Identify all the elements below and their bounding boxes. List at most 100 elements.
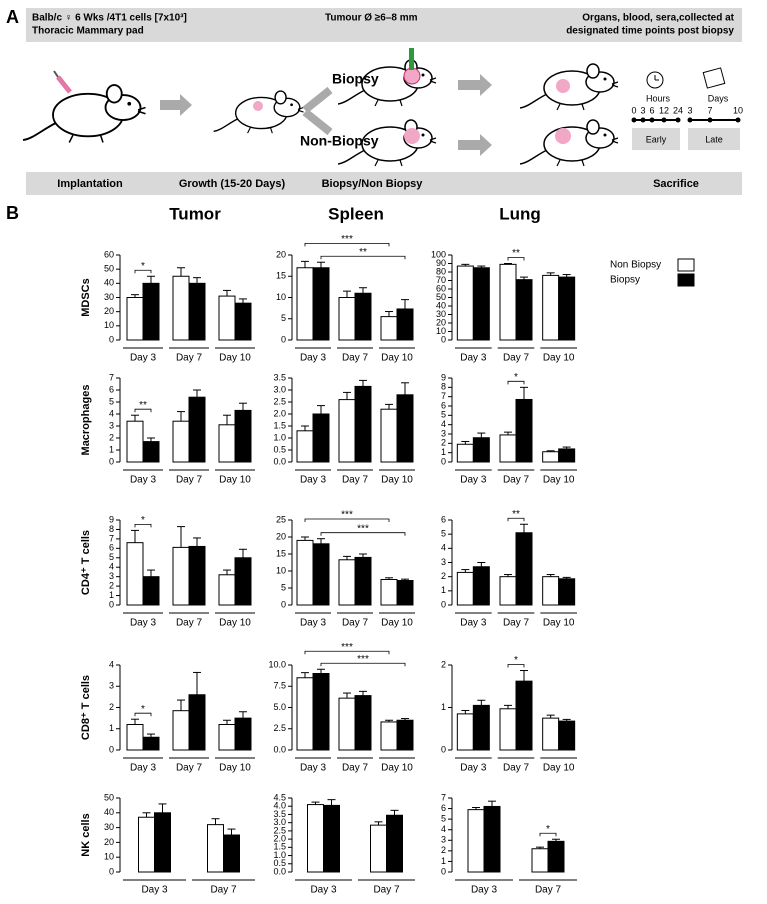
timeline-dot [707,117,713,123]
bar [370,824,387,873]
tumor-spot [404,128,420,144]
mouse-icon [21,83,147,144]
significance-label: * [546,824,550,835]
bar [218,574,236,606]
header-text: Thoracic Mammary pad [32,26,144,37]
y-tick-label: 3 [109,681,114,691]
x-tick-label: Day 7 [342,763,369,774]
bar [380,408,398,463]
y-tick-label: 5 [441,410,446,420]
y-axis-label: MDSCs [80,278,92,317]
bar [126,542,144,606]
y-tick-label: 3.5 [273,809,286,819]
x-tick-label: Day 7 [342,618,369,629]
y-tick-label: 5 [441,529,446,539]
y-tick-label: 5 [281,582,286,592]
y-tick-label: 7 [109,533,114,543]
bar [558,448,576,463]
bar [188,545,206,606]
y-tick-label: 2 [109,580,114,590]
y-tick-label: 100 [431,249,446,259]
y-tick-label: 0 [109,744,114,754]
y-tick-label: 5.0 [273,702,286,712]
significance-label: * [514,372,518,383]
bar [188,694,206,751]
stage-label: Biopsy/Non Biopsy [322,178,424,190]
significance-label: *** [357,654,369,665]
x-tick-label: Day 3 [310,885,337,896]
x-tick-label: Day 10 [219,475,251,486]
x-tick-label: Day 7 [176,763,203,774]
bar [338,297,356,341]
y-tick-label: 40 [104,807,114,817]
significance-bracket [320,662,406,667]
y-tick-label: 7 [441,792,446,802]
timeline-tick: 12 [659,105,669,115]
y-tick-label: 10 [104,320,114,330]
bar [142,576,160,606]
bar [234,557,252,606]
arrow [160,94,192,116]
header-bar [26,8,742,42]
y-tick-label: 0 [441,744,446,754]
x-tick-label: Day 7 [503,353,530,364]
mouse-icon [520,119,619,167]
y-tick-label: 10 [276,292,286,302]
y-tick-label: 2 [109,432,114,442]
bar [456,443,474,463]
x-tick-label: Day 3 [300,475,327,486]
bar [312,543,330,606]
y-tick-label: 30 [104,822,114,832]
y-tick-label: 0.0 [273,456,286,466]
bar [142,282,160,341]
y-tick-label: 1 [441,585,446,595]
y-tick-label: 3.0 [273,817,286,827]
significance-bracket [134,523,152,528]
header-text: designated time points post biopsy [566,26,734,37]
y-tick-label: 3.5 [273,372,286,382]
arrow [458,134,492,156]
bar [296,430,314,463]
x-tick-label: Day 3 [300,618,327,629]
timeline-tick: 7 [707,105,712,115]
bar [396,394,414,463]
bar [126,724,144,751]
y-tick-label: 8 [109,524,114,534]
x-tick-label: Day 10 [543,353,575,364]
y-tick-label: 7 [109,372,114,382]
fork-arrow [302,86,333,136]
timeline-dot [675,117,681,123]
timeline-title: Days [708,93,729,103]
timeline-dot [735,117,741,123]
y-tick-label: 2 [109,702,114,712]
syringe-needle [53,70,59,78]
y-tick-label: 9 [109,514,114,524]
stage-label: Implantation [57,178,123,190]
y-tick-label: 6 [441,514,446,524]
x-tick-label: Day 10 [381,353,413,364]
panel-label: B [6,203,19,223]
bar [542,576,560,606]
y-tick-label: 2 [441,438,446,448]
y-axis-label: NK cells [80,813,92,856]
y-tick-label: 40 [436,300,446,310]
y-axis-label: CD4⁺ T cells [80,530,92,595]
bar [472,704,490,751]
significance-bracket [134,408,152,413]
y-tick-label: 20 [276,531,286,541]
header-text: Balb/c ♀ 6 Wks /4T1 cells [7x10³] [32,13,187,24]
timeline-title: Hours [646,93,671,103]
y-tick-label: 4.0 [273,801,286,811]
y-tick-label: 0.5 [273,858,286,868]
y-tick-label: 3.0 [273,384,286,394]
bar [396,580,414,606]
y-tick-label: 40 [104,278,114,288]
x-tick-label: Day 3 [460,618,487,629]
x-tick-label: Day 3 [471,885,498,896]
bar [234,302,252,341]
x-tick-label: Day 7 [176,475,203,486]
header-text: Tumour Ø ≥6–8 mm [325,13,418,24]
bar [126,420,144,463]
tumor-spot [555,128,571,144]
